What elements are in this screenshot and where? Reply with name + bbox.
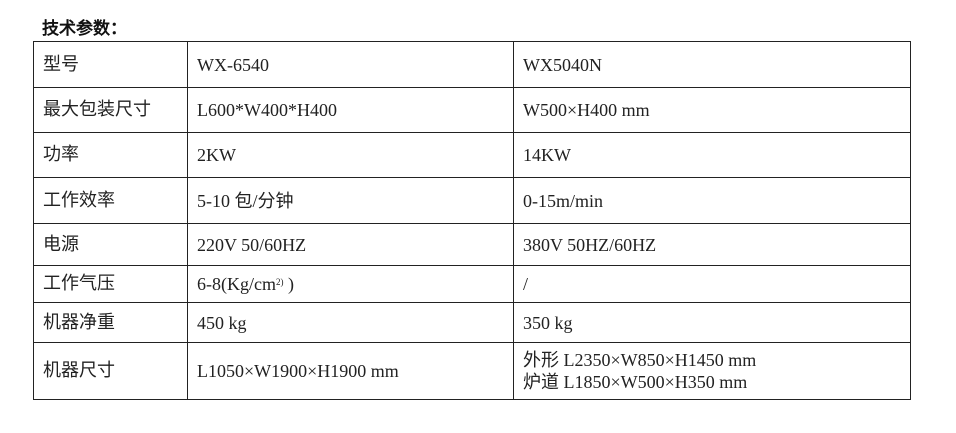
- furnace-dimensions: 炉道 L1850×W500×H350 mm: [523, 372, 748, 392]
- row-label: 工作气压: [33, 265, 188, 303]
- table-row: 机器尺寸 L1050×W1900×H1900 mm 外形 L2350×W850×…: [33, 342, 911, 400]
- section-title: 技术参数：: [42, 19, 127, 39]
- cell-b: 14KW: [513, 132, 911, 178]
- cell-b: 0-15m/min: [513, 177, 911, 224]
- spec-table: 型号 WX-6540 WX5040N 最大包装尺寸 L600*W400*H400…: [33, 41, 911, 400]
- cell-a: L1050×W1900×H1900 mm: [187, 342, 514, 400]
- table-row: 电源 220V 50/60HZ 380V 50HZ/60HZ: [33, 223, 911, 266]
- cell-a: 450 kg: [187, 302, 514, 343]
- cell-a: 220V 50/60HZ: [187, 223, 514, 266]
- row-label: 最大包装尺寸: [33, 87, 188, 133]
- table-row: 最大包装尺寸 L600*W400*H400 W500×H400 mm: [33, 87, 911, 133]
- table-row: 功率 2KW 14KW: [33, 132, 911, 178]
- row-label: 功率: [33, 132, 188, 178]
- table-row: 工作效率 5-10 包/分钟 0-15m/min: [33, 177, 911, 224]
- pressure-value: 6-8(Kg/cm: [197, 274, 276, 294]
- table-row: 工作气压 6-8(Kg/cm2) ) /: [33, 265, 911, 303]
- table-row: 机器净重 450 kg 350 kg: [33, 302, 911, 343]
- outer-dimensions: 外形 L2350×W850×H1450 mm: [523, 350, 757, 370]
- cell-b: 外形 L2350×W850×H1450 mm 炉道 L1850×W500×H35…: [513, 342, 911, 400]
- cell-a: 6-8(Kg/cm2) ): [187, 265, 514, 303]
- cell-b: 380V 50HZ/60HZ: [513, 223, 911, 266]
- pressure-tail: ): [283, 274, 294, 294]
- row-label: 电源: [33, 223, 188, 266]
- cell-model-b: WX5040N: [513, 41, 911, 88]
- row-label: 机器尺寸: [33, 342, 188, 400]
- row-label: 型号: [33, 41, 188, 88]
- row-label: 机器净重: [33, 302, 188, 343]
- cell-b: 350 kg: [513, 302, 911, 343]
- cell-b: /: [513, 265, 911, 303]
- table-row: 型号 WX-6540 WX5040N: [33, 41, 911, 88]
- pressure-superscript: 2): [275, 277, 284, 287]
- cell-a: 5-10 包/分钟: [187, 177, 514, 224]
- cell-a: L600*W400*H400: [187, 87, 514, 133]
- row-label: 工作效率: [33, 177, 188, 224]
- cell-b: W500×H400 mm: [513, 87, 911, 133]
- cell-a: 2KW: [187, 132, 514, 178]
- cell-model-a: WX-6540: [187, 41, 514, 88]
